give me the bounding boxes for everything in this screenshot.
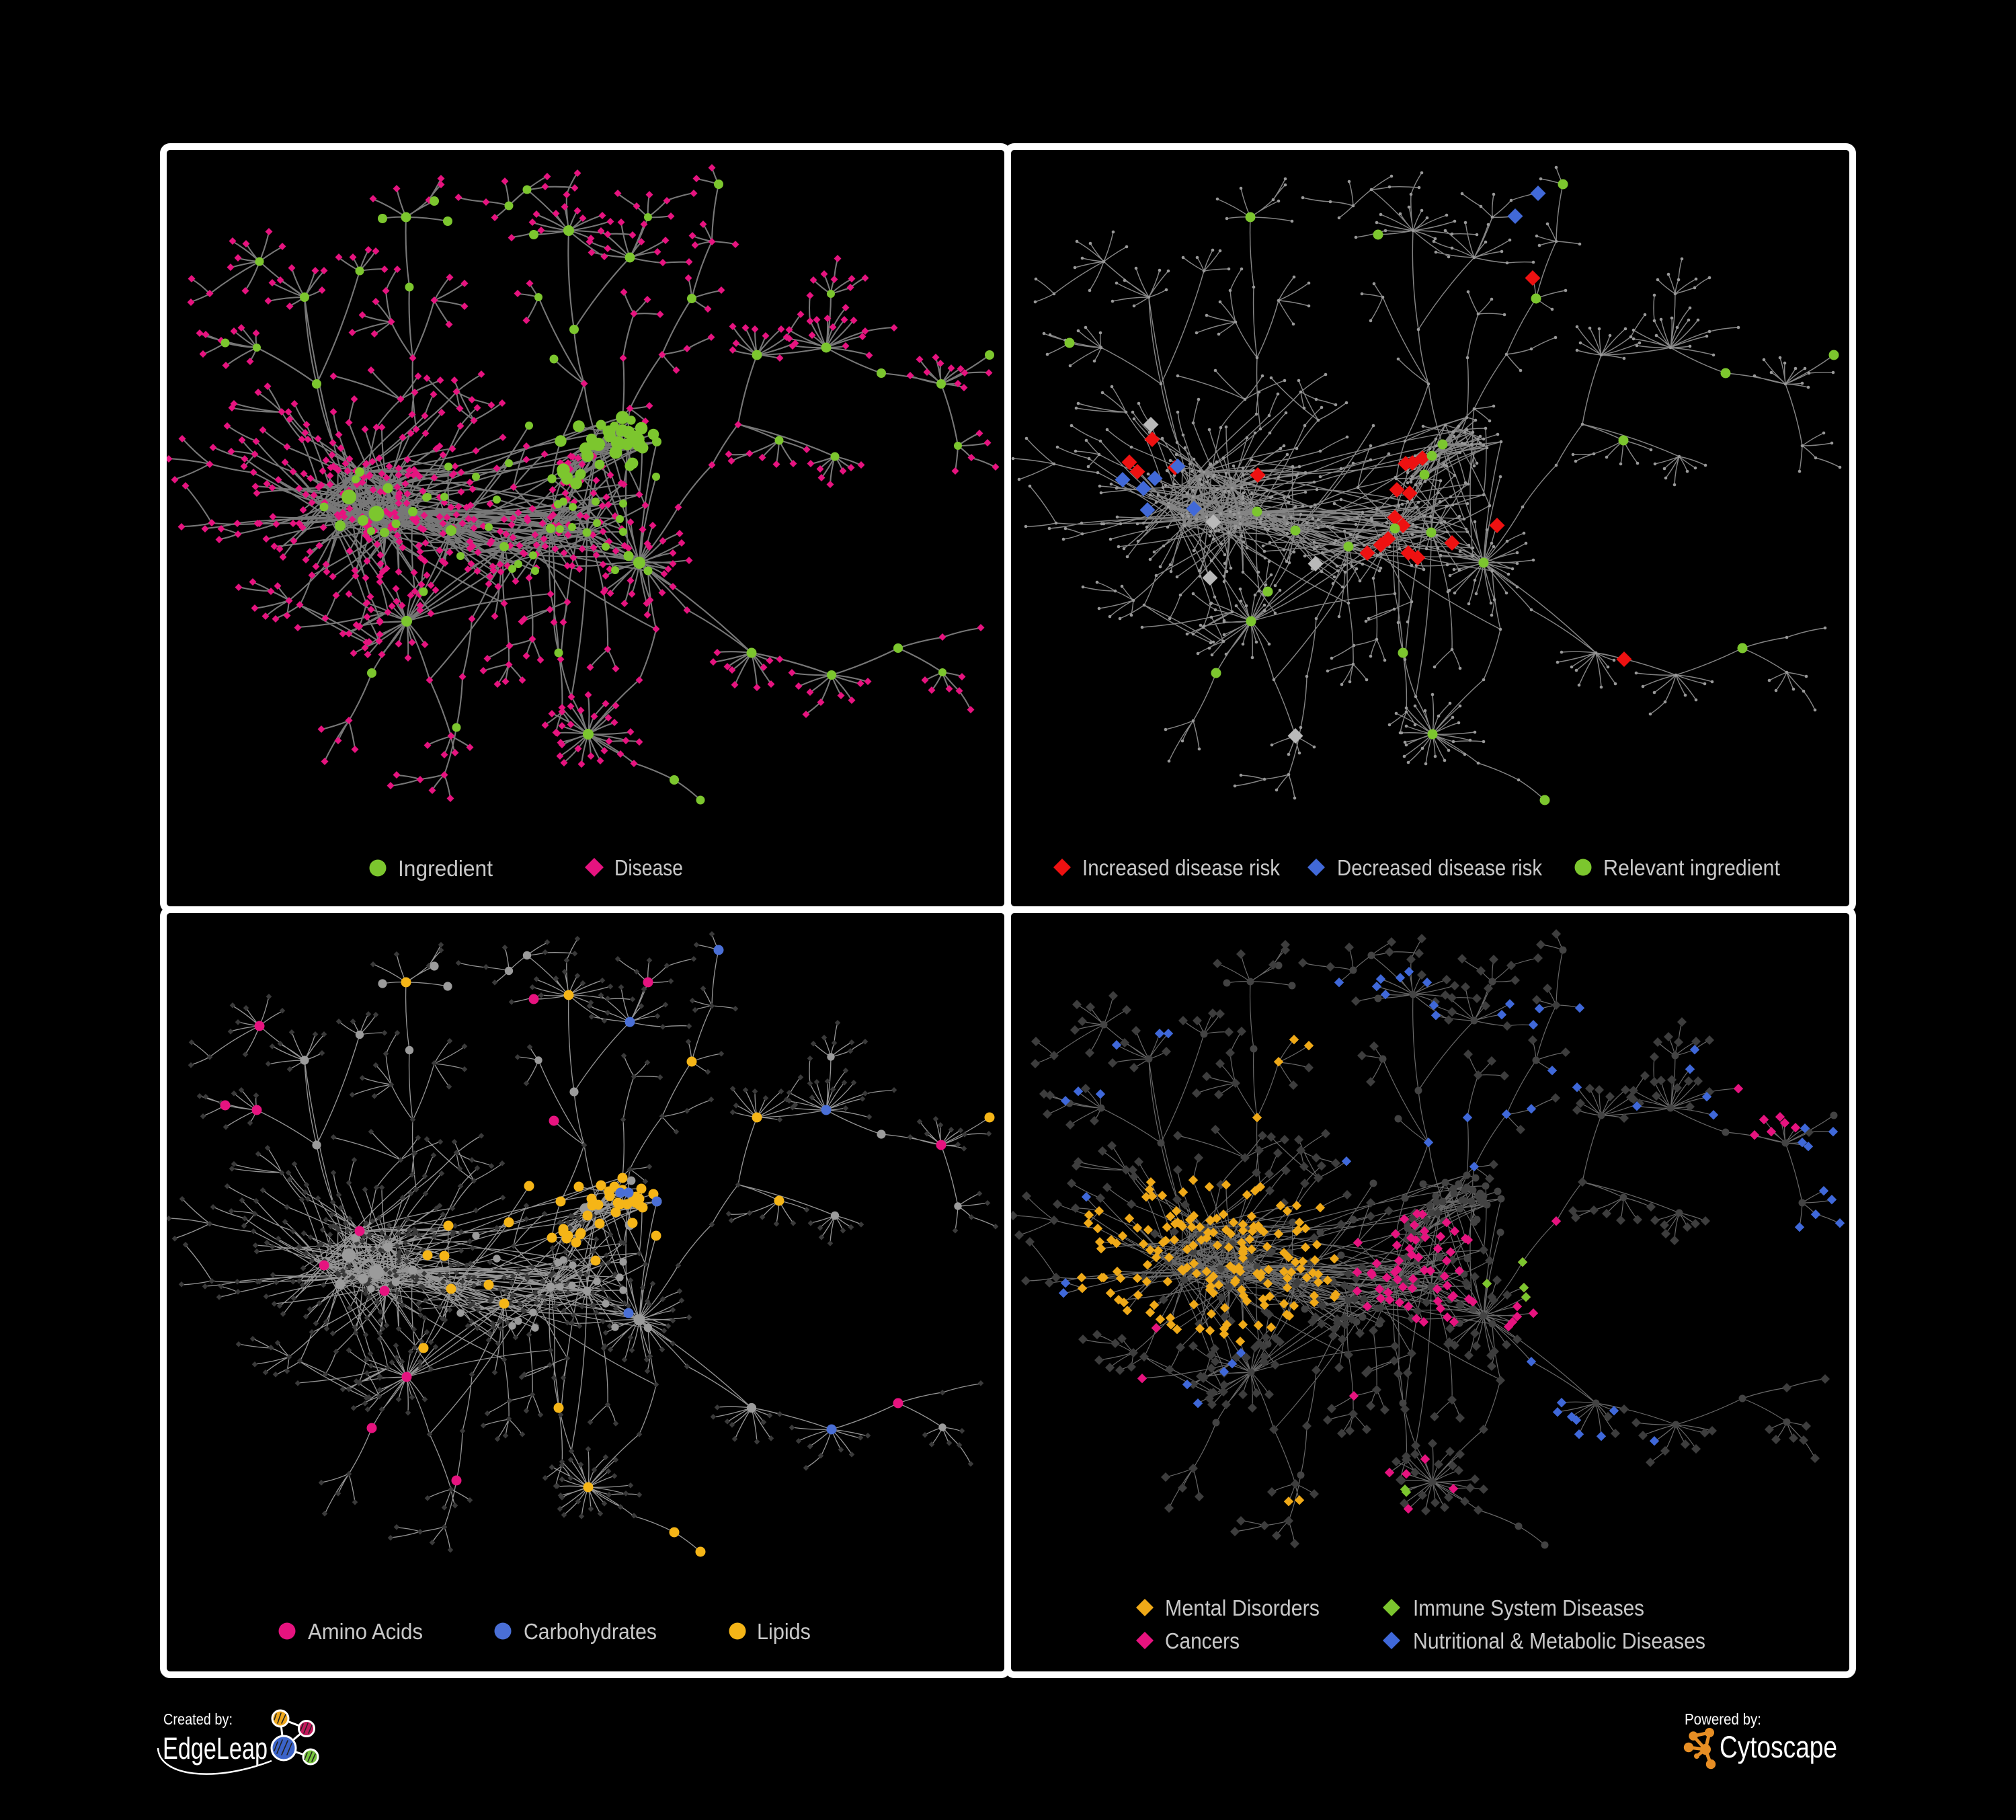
- svg-text:Mental Disorders: Mental Disorders: [1165, 1595, 1320, 1620]
- svg-text:Increased disease risk: Increased disease risk: [1082, 855, 1280, 880]
- svg-text:Disease: Disease: [614, 855, 683, 880]
- svg-text:Created by:: Created by:: [163, 1710, 233, 1728]
- svg-text:Nutritional & Metabolic Diseas: Nutritional & Metabolic Diseases: [1413, 1628, 1705, 1653]
- svg-text:EdgeLeap: EdgeLeap: [163, 1731, 268, 1766]
- svg-text:Amino Acids: Amino Acids: [308, 1619, 423, 1644]
- svg-text:Immune System Diseases: Immune System Diseases: [1413, 1595, 1644, 1620]
- svg-text:Relevant ingredient: Relevant ingredient: [1603, 855, 1780, 880]
- svg-text:Decreased disease risk: Decreased disease risk: [1337, 855, 1542, 880]
- svg-text:Lipids: Lipids: [757, 1619, 811, 1644]
- svg-text:Cytoscape: Cytoscape: [1720, 1730, 1837, 1764]
- svg-text:Cancers: Cancers: [1165, 1628, 1240, 1653]
- svg-text:Powered by:: Powered by:: [1685, 1710, 1761, 1728]
- svg-text:Carbohydrates: Carbohydrates: [524, 1619, 657, 1644]
- svg-text:Ingredient: Ingredient: [398, 856, 493, 881]
